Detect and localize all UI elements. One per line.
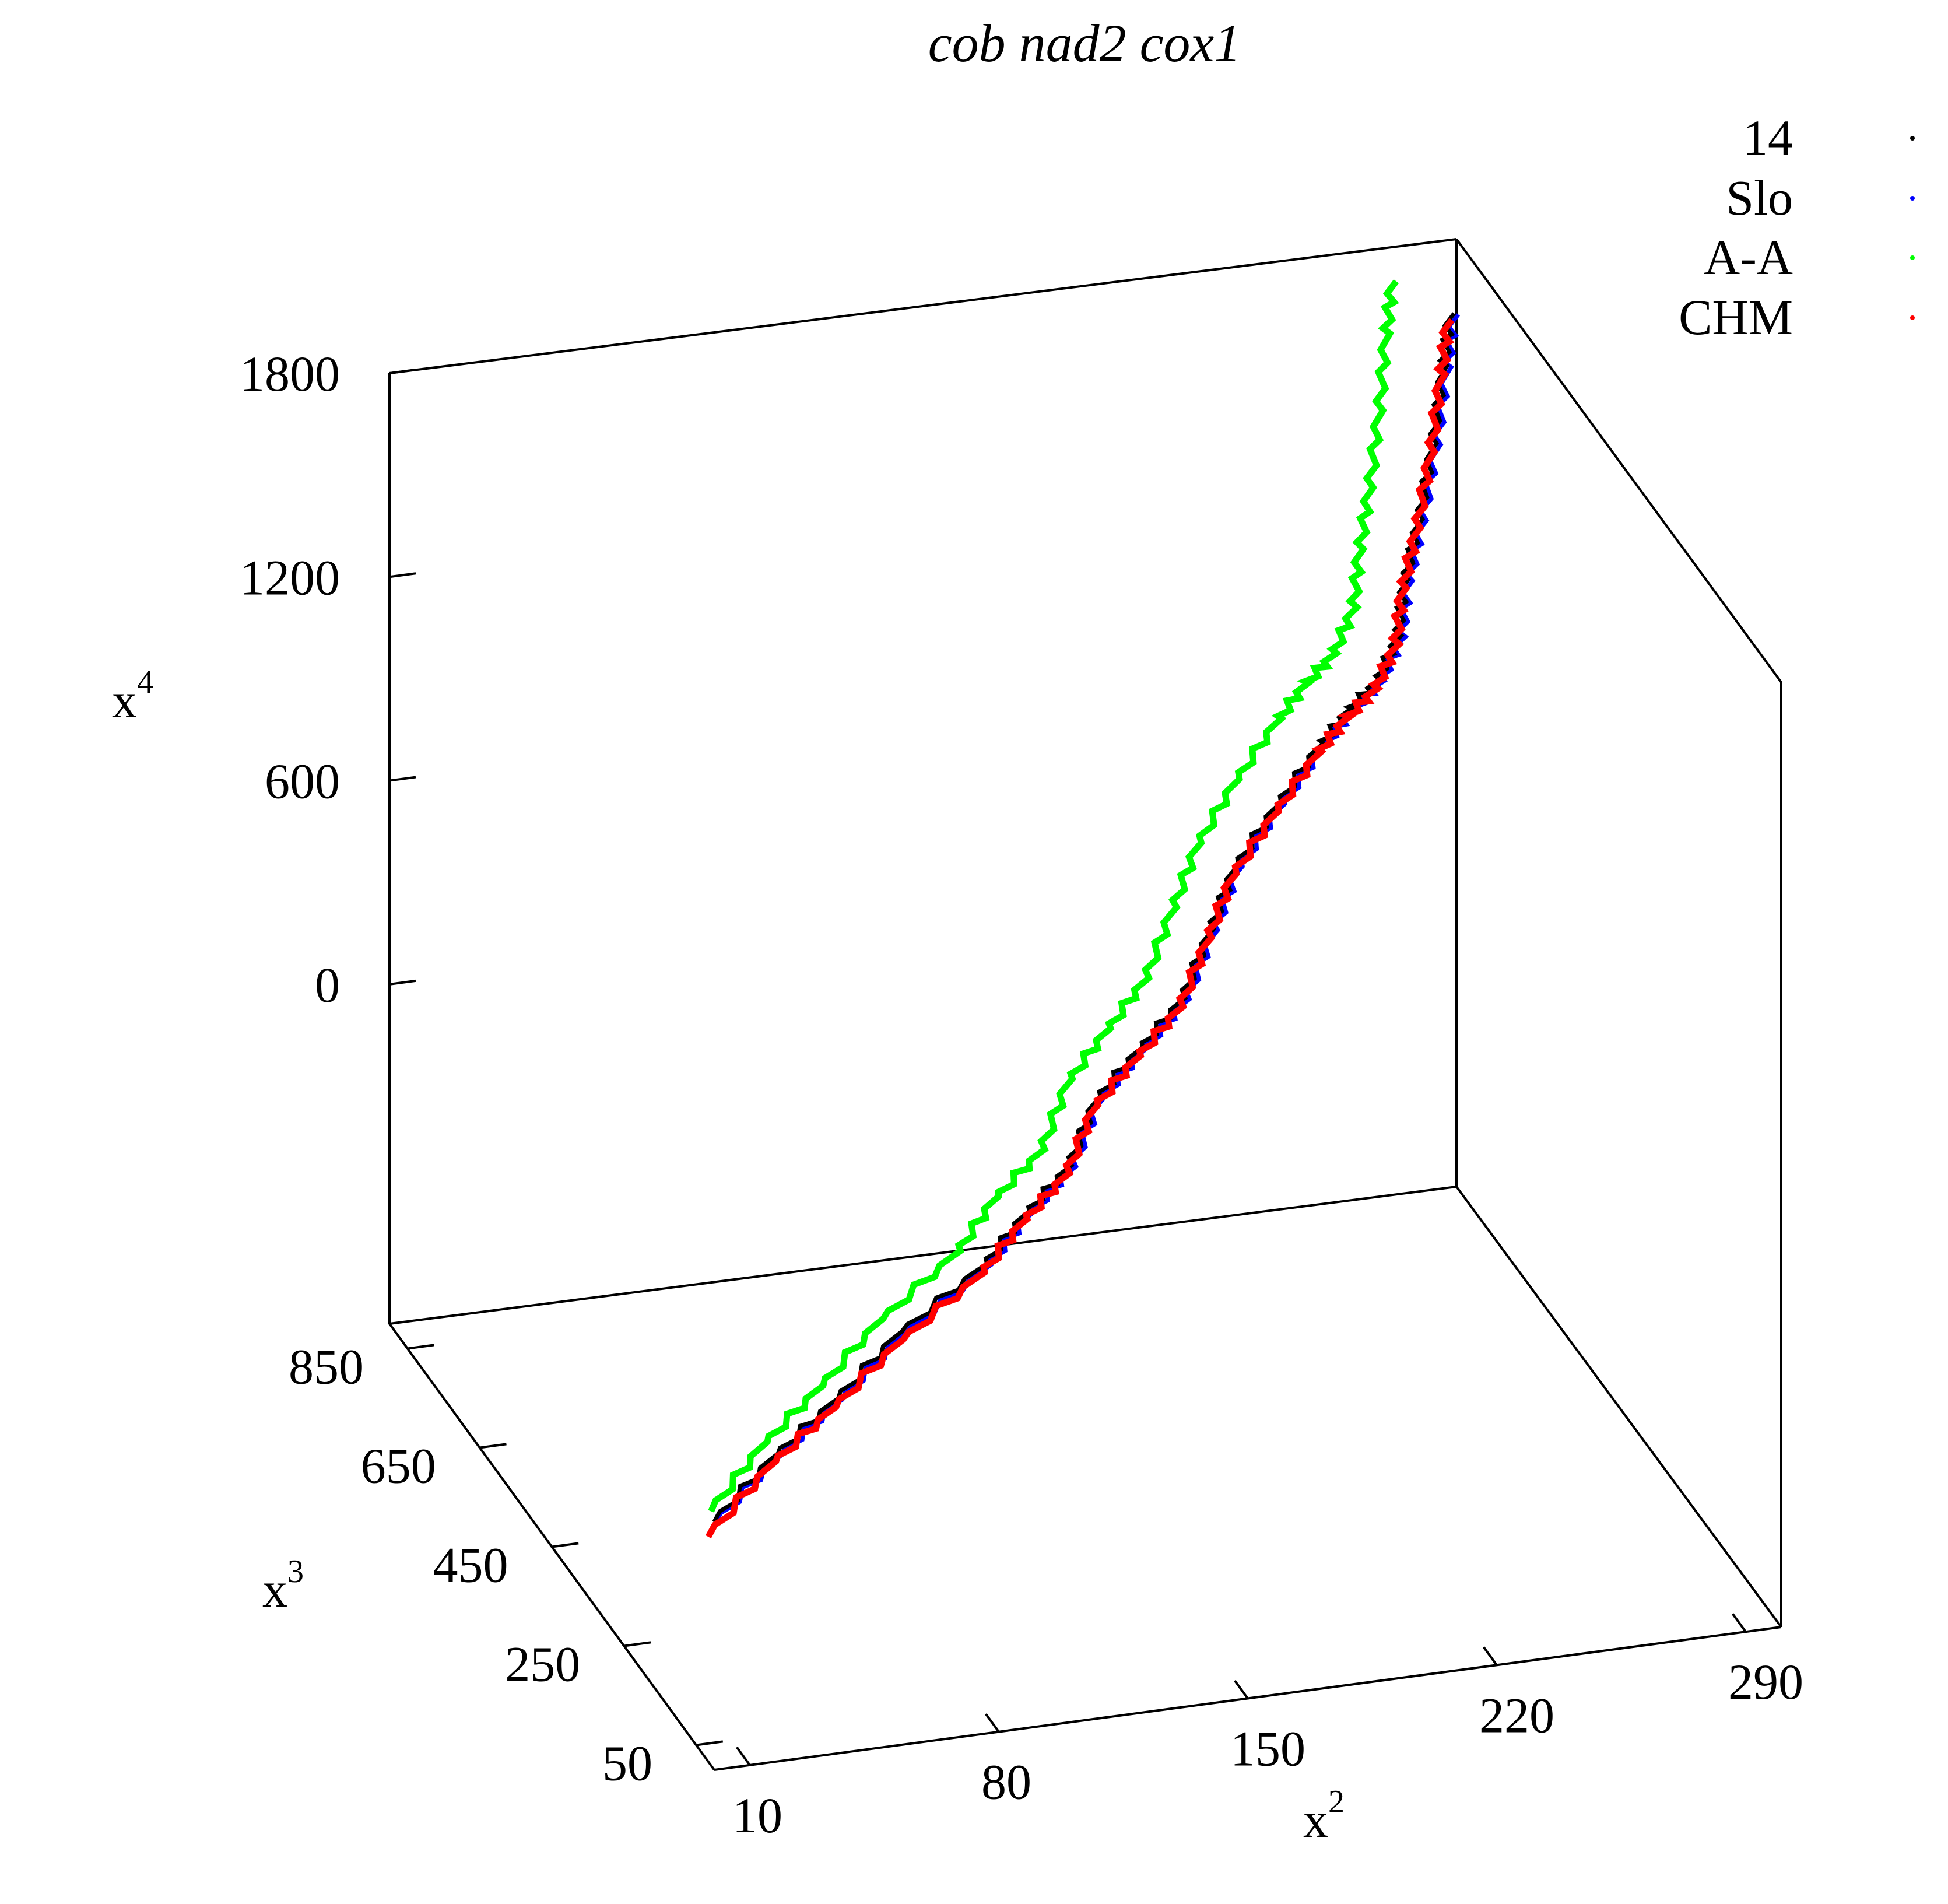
x-tick-label-3: 220 [1479,1687,1554,1743]
legend-marker-2 [1910,255,1915,260]
x-tick-label-1: 80 [981,1754,1031,1810]
series-line-CHM [705,318,1455,1539]
legend-marker-0 [1910,136,1915,141]
x-tick-mark-2 [1234,1679,1249,1699]
legend-marker-3 [1910,315,1915,320]
chart-title: cob nad2 cox1 [928,13,1241,73]
y-tick-label-2: 450 [433,1537,508,1593]
x-tick-mark-3 [1483,1646,1498,1666]
series-line-Slo [712,313,1460,1525]
z-tick-mark-0 [389,979,416,986]
legend-label-1: Slo [1726,170,1793,226]
x-axis-label-base: x [1303,1792,1328,1848]
z-axis-label-sup: 4 [137,664,153,700]
y-tick-mark-0 [696,1740,724,1747]
z-tick-mark-3 [389,369,416,374]
y-tick-label-1: 250 [505,1636,580,1692]
legend-marker-1 [1910,196,1915,201]
z-axis-label: x4 [112,664,153,728]
plot-box [388,238,1782,1771]
legend-label-0: 14 [1743,110,1793,166]
x-axis-label-sup: 2 [1328,1784,1345,1820]
x-axis-ticks: 10 80 150 220 290 [732,1613,1803,1843]
z-tick-mark-2 [389,572,416,578]
box-edge-right-top [1455,238,1782,683]
y-tick-mark-3 [479,1443,507,1449]
x-tick-label-0: 10 [732,1787,782,1843]
z-tick-label-3: 1800 [240,346,340,402]
y-axis-label-sup: 3 [287,1554,304,1590]
z-axis-label-base: x [112,672,137,728]
y-axis-ticks: 50 250 450 650 850 [289,1339,724,1791]
legend-label-3: CHM [1679,289,1793,345]
z-tick-label-0: 0 [315,957,340,1013]
box-edge-back-top [389,238,1457,374]
x-tick-label-4: 290 [1728,1654,1803,1710]
x-tick-mark-0 [736,1747,751,1766]
legend-label-2: A-A [1704,229,1793,285]
x-tick-mark-4 [1732,1613,1747,1633]
y-tick-label-3: 650 [361,1438,436,1494]
z-axis-ticks: 0 600 1200 1800 [240,346,416,1013]
y-tick-mark-4 [407,1344,434,1350]
y-axis-label-base: x [262,1562,287,1618]
series-line-A-A [708,279,1399,1513]
y-tick-mark-2 [552,1542,579,1548]
z-tick-mark-1 [389,776,416,782]
y-tick-label-4: 850 [289,1339,364,1395]
y-tick-label-0: 50 [602,1735,652,1791]
x-tick-mark-1 [985,1713,1000,1733]
x-tick-label-2: 150 [1230,1721,1305,1777]
series-lines [705,279,1460,1539]
box-edge-right-bottom [1455,1186,1782,1628]
x-axis-label: x2 [1303,1784,1345,1848]
series-line-14 [712,312,1456,1523]
y-axis-label: x3 [262,1554,304,1618]
z-tick-label-1: 600 [265,753,340,809]
box-edge-back-bottom [389,1186,1457,1325]
y-tick-mark-1 [624,1641,651,1647]
z-tick-label-2: 1200 [240,549,340,605]
legend: 14 Slo A-A CHM [1679,110,1915,345]
